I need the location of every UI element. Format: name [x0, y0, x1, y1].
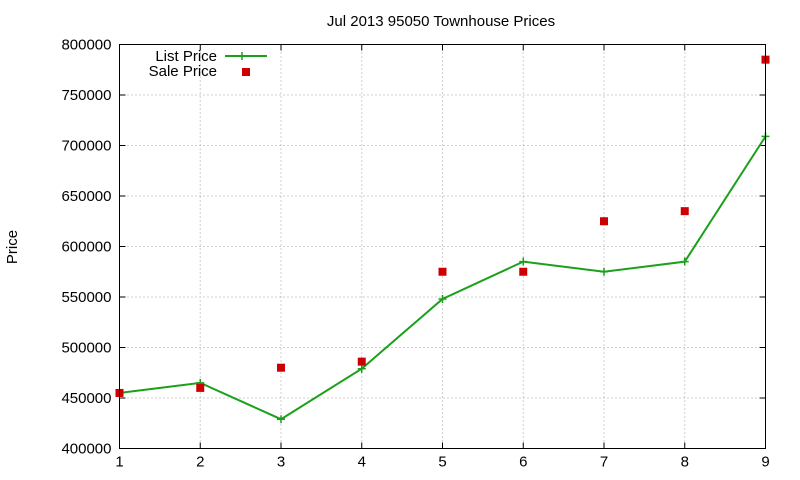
y-axis-label: Price	[4, 230, 21, 264]
x-tick-label: 8	[681, 454, 689, 471]
y-tick-label: 400000	[61, 441, 111, 458]
sale-price-point	[600, 217, 608, 226]
grid	[119, 44, 766, 449]
series	[115, 55, 770, 424]
legend-marker-list-price	[238, 52, 246, 60]
legend-label-sale-price: Sale Price	[149, 63, 217, 80]
sale-price-point	[519, 267, 528, 276]
y-tick-label: 600000	[61, 239, 111, 256]
list-price-point	[438, 295, 447, 304]
list-price-point	[277, 415, 285, 424]
legend-label-list-price: List Price	[155, 48, 217, 65]
y-tick-label: 650000	[61, 188, 111, 205]
list-price-point	[680, 257, 689, 266]
sale-price-point	[680, 207, 689, 216]
x-tick-label: 1	[115, 454, 123, 471]
y-tick-label: 750000	[61, 87, 111, 104]
x-tick-label: 6	[519, 454, 527, 471]
x-tick-label: 3	[277, 454, 285, 471]
sale-price-point	[196, 383, 205, 392]
sale-price-point	[277, 363, 285, 372]
x-tick-label: 4	[358, 454, 366, 471]
sale-price-point	[438, 267, 447, 276]
x-tick-label: 2	[196, 454, 204, 471]
x-tick-label: 9	[761, 454, 769, 471]
y-tick-label: 700000	[61, 138, 111, 155]
y-tick-label: 800000	[61, 37, 111, 54]
chart-title: Jul 2013 95050 Townhouse Prices	[327, 13, 555, 30]
x-tick-label: 7	[600, 454, 608, 471]
legend: List Price Sale Price	[149, 48, 267, 80]
tick-labels: 400000 450000 500000 550000 600000 650000 7000…	[61, 37, 769, 471]
plot-frame	[119, 44, 766, 449]
y-tick-label: 500000	[61, 340, 111, 357]
list-price-point	[519, 257, 528, 266]
list-price-point	[357, 364, 366, 373]
legend-marker-sale-price	[242, 68, 250, 76]
list-price-point	[600, 267, 608, 276]
x-tick-label: 5	[438, 454, 446, 471]
y-tick-label: 450000	[61, 390, 111, 407]
y-tick-label: 550000	[61, 289, 111, 306]
sale-price-point	[357, 357, 366, 366]
